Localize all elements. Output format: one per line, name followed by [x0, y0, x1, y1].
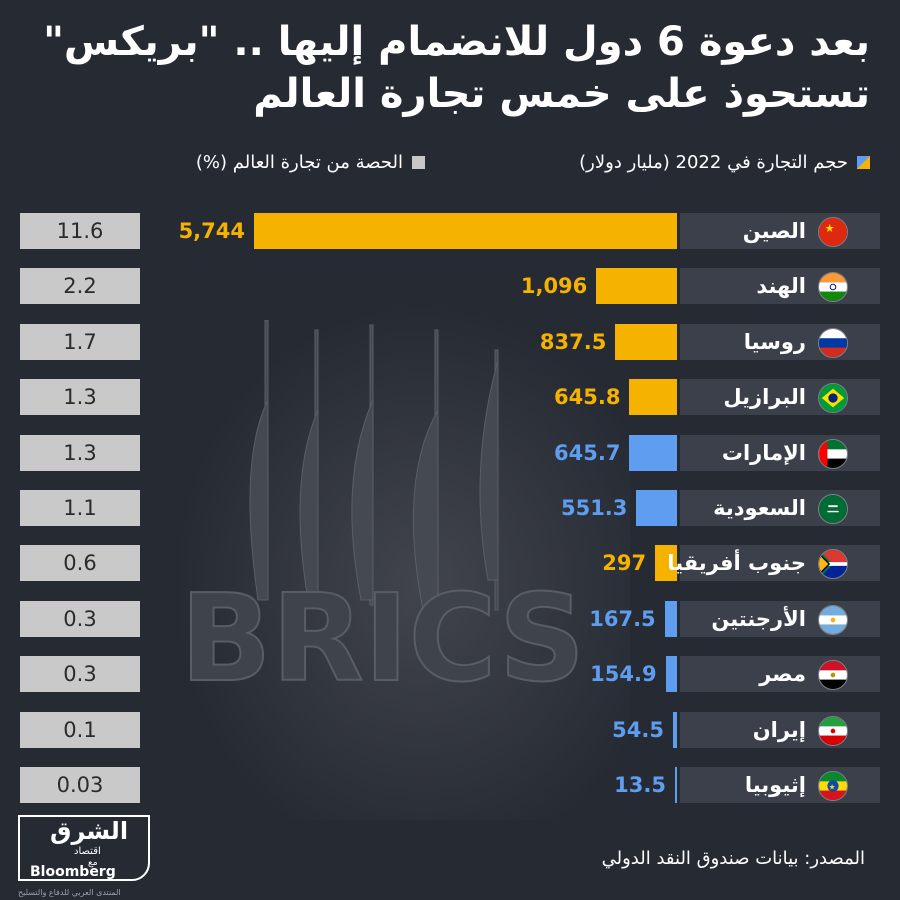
trade-bar — [655, 545, 677, 581]
background-glow — [170, 300, 630, 820]
uae-flag-icon — [818, 439, 848, 469]
legend-volume: حجم التجارة في 2022 (مليار دولار) — [579, 147, 870, 177]
iran-flag-icon — [818, 716, 848, 746]
legend-share: الحصة من تجارة العالم (%) — [196, 147, 425, 177]
share-box: 2.2 — [20, 268, 140, 304]
share-box: 1.7 — [20, 324, 140, 360]
trade-bar — [254, 213, 677, 249]
share-box: 0.3 — [20, 601, 140, 637]
logo-main-text: الشرق — [50, 817, 129, 845]
country-name: الإمارات — [721, 441, 806, 465]
legend-swatch-volume — [857, 155, 870, 169]
country-label-box: السعودية — [680, 490, 880, 526]
trade-value-label: 167.5 — [589, 607, 656, 631]
india-flag-icon — [818, 272, 848, 302]
country-label-box: الأرجنتين — [680, 601, 880, 637]
logo-with-text: مع — [88, 858, 98, 868]
trade-value-label: 551.3 — [560, 496, 628, 520]
share-box: 0.03 — [20, 767, 140, 803]
country-label-box: مصر — [680, 656, 880, 692]
trade-bar — [672, 712, 677, 748]
trade-value-label: 5,744 — [178, 219, 245, 243]
trade-bar — [596, 268, 677, 304]
share-box: 1.3 — [20, 379, 140, 415]
brazil-flag-icon — [818, 383, 848, 413]
share-box: 0.1 — [20, 712, 140, 748]
share-box: 1.1 — [20, 490, 140, 526]
share-box: 0.3 — [20, 656, 140, 692]
country-name: إثيوبيا — [744, 773, 806, 797]
saudi-arabia-flag-icon — [818, 494, 848, 524]
trade-bar — [615, 324, 677, 360]
title-line-1: بعد دعوة 6 دول للانضمام إليها .. "بريكس" — [43, 19, 870, 65]
trade-value-label: 1,096 — [520, 274, 588, 298]
source-note: المصدر: بيانات صندوق النقد الدولي — [601, 848, 865, 869]
brics-flags-background-image: BRICS — [179, 320, 586, 710]
country-label-box: الهند — [680, 268, 880, 304]
legend-label-share: الحصة من تجارة العالم (%) — [195, 151, 403, 173]
country-name: مصر — [759, 662, 806, 686]
argentina-flag-icon — [818, 605, 848, 635]
country-label-box: الصين ★ — [680, 213, 880, 249]
trade-value-label: 645.8 — [554, 385, 621, 409]
country-name: الصين — [742, 219, 806, 243]
trade-bar — [664, 601, 677, 637]
ethiopia-flag-icon: ★ — [818, 771, 848, 801]
trade-value-label: 54.5 — [612, 718, 664, 742]
egypt-flag-icon — [818, 660, 848, 690]
country-label-box: إثيوبيا ★ — [680, 767, 880, 803]
logo-sub-text: اقتصاد — [74, 846, 101, 857]
trade-bar — [629, 379, 677, 415]
trade-bar — [629, 435, 677, 471]
share-box: 1.3 — [20, 435, 140, 471]
svg-text:★: ★ — [829, 782, 836, 791]
country-name: الأرجنتين — [711, 607, 806, 631]
country-name: روسيا — [743, 330, 806, 354]
trade-value-label: 13.5 — [614, 773, 666, 797]
country-name: إيران — [752, 718, 806, 742]
country-name: السعودية — [713, 496, 806, 520]
country-label-box: إيران — [680, 712, 880, 748]
legend-label-volume: حجم التجارة في 2022 (مليار دولار) — [579, 151, 848, 173]
country-label-box: جنوب أفريقيا — [667, 545, 880, 581]
country-label-box: روسيا — [680, 324, 880, 360]
svg-text:★: ★ — [825, 222, 835, 235]
russia-flag-icon — [818, 328, 848, 358]
trade-value-label: 154.9 — [590, 662, 657, 686]
country-label-box: البرازيل — [680, 379, 880, 415]
trade-value-label: 645.7 — [554, 441, 621, 465]
share-box: 0.6 — [20, 545, 140, 581]
country-name: الهند — [756, 274, 806, 298]
country-label-box: الإمارات — [680, 435, 880, 471]
country-name: جنوب أفريقيا — [667, 551, 806, 575]
trade-bar — [675, 767, 677, 803]
watermark-text: المنتدى العربي للدفاع والتسليح — [18, 888, 121, 897]
asharq-bloomberg-logo: الشرق اقتصاد مع Bloomberg — [18, 815, 150, 883]
trade-bar — [665, 656, 677, 692]
title-line-2: تستحوذ على خمس تجارة العالم — [253, 71, 870, 117]
svg-text:BRICS: BRICS — [180, 570, 585, 709]
logo-frame — [18, 815, 150, 881]
south-africa-flag-icon — [818, 549, 848, 579]
china-flag-icon: ★ — [818, 217, 848, 247]
chart-title: بعد دعوة 6 دول للانضمام إليها .. "بريكس"… — [30, 16, 870, 120]
share-box: 11.6 — [20, 213, 140, 249]
country-name: البرازيل — [723, 385, 806, 409]
trade-value-label: 837.5 — [539, 330, 607, 354]
logo-partner-text: Bloomberg — [30, 864, 116, 880]
trade-bar — [636, 490, 677, 526]
trade-value-label: 297 — [602, 551, 647, 575]
legend-swatch-share — [412, 155, 425, 169]
